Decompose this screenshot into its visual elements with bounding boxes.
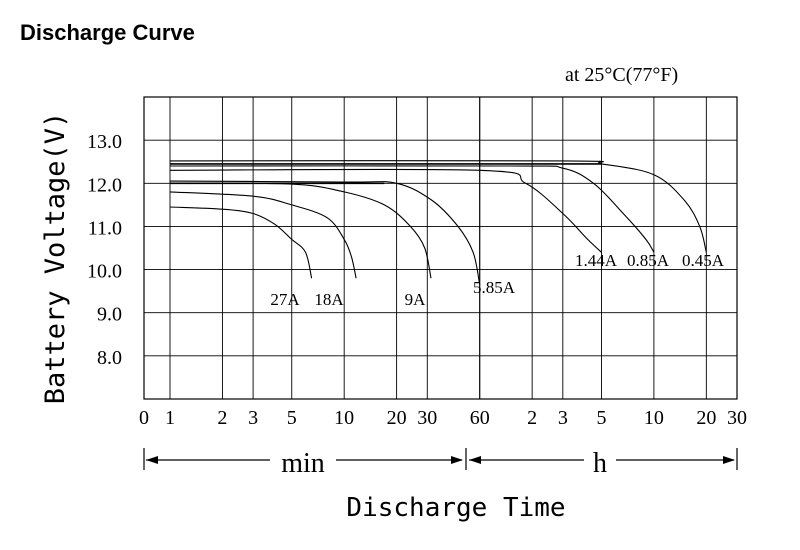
x-tick-label: 10	[334, 407, 354, 429]
x-tick-label: 30	[727, 407, 747, 429]
y-tick-label: 9.0	[97, 304, 122, 326]
series-label: 18A	[314, 290, 344, 309]
x-tick-label: 10	[644, 407, 664, 429]
series-labels: 27A 18A 9A 5.85A 1.44A 0.85A 0.45A	[270, 251, 724, 309]
min-range-indicator	[143, 448, 463, 470]
x-tick-label: 20	[696, 407, 716, 429]
y-tick-label: 12.0	[87, 174, 122, 196]
test-condition: at 25°C(77°F)	[565, 64, 678, 86]
x-tick-label: 0	[139, 407, 149, 429]
series-line-9A	[169, 182, 432, 279]
x-axis-ticks: 0 1 2 3 5 10 20 30 60 2 3 5 10 20 30	[139, 407, 747, 429]
series-label: 0.85A	[627, 251, 670, 270]
x-tick-label: 2	[217, 407, 227, 429]
y-tick-label: 8.0	[97, 347, 122, 369]
series-line-0-85A	[169, 165, 655, 253]
x-tick-label: 5	[287, 407, 297, 429]
series-line-18A	[169, 191, 357, 279]
series-label: 1.44A	[575, 251, 618, 270]
x-tick-label: 2	[527, 407, 537, 429]
y-axis-ticks: 8.0 9.0 10.0 11.0 12.0 13.0	[87, 131, 122, 369]
plot-frame	[143, 96, 738, 400]
x-tick-label: 60	[470, 407, 490, 429]
series-label: 0.45A	[682, 251, 725, 270]
x-tick-label: 20	[387, 407, 407, 429]
y-tick-label: 11.0	[88, 217, 122, 239]
y-tick-label: 13.0	[87, 131, 122, 153]
series-line-27A	[169, 206, 313, 279]
series-line-0-45A	[169, 160, 707, 253]
x-tick-label: 3	[558, 407, 568, 429]
min-unit-label: min	[281, 448, 325, 479]
x-tick-label: 3	[248, 407, 258, 429]
h-unit-label: h	[593, 448, 607, 479]
h-range-indicator	[469, 448, 738, 470]
grid	[144, 97, 737, 399]
series-group	[169, 160, 707, 285]
page-heading: Discharge Curve	[20, 20, 195, 45]
x-tick-label: 1	[165, 407, 175, 429]
series-label: 27A	[270, 290, 300, 309]
series-line-1-44A	[169, 168, 602, 253]
series-label: 9A	[405, 290, 427, 309]
y-axis-label: Battery Voltage(V)	[40, 112, 71, 405]
x-tick-label: 30	[417, 407, 437, 429]
y-tick-label: 10.0	[87, 261, 122, 283]
series-label: 5.85A	[473, 278, 516, 297]
series-line-5-85A	[169, 180, 481, 285]
x-tick-label: 5	[596, 407, 606, 429]
x-axis-label: Discharge Time	[346, 493, 565, 523]
